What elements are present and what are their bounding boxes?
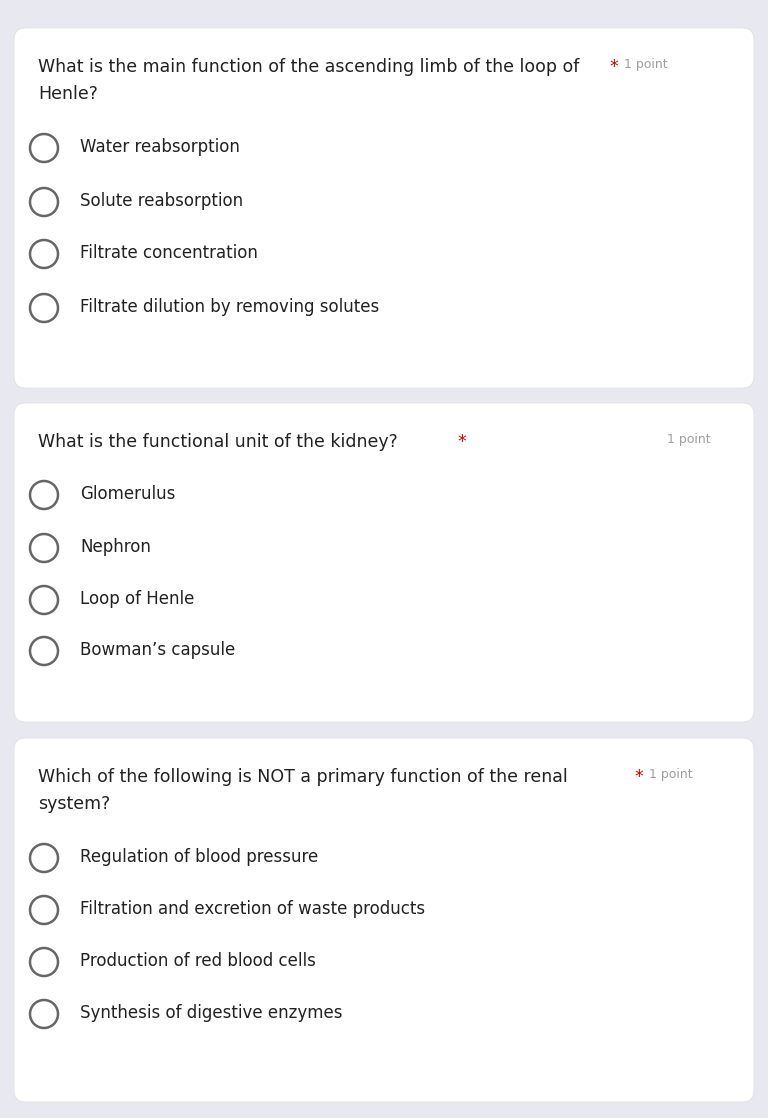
Text: *: *	[634, 768, 643, 786]
Text: 1 point: 1 point	[667, 433, 710, 446]
Text: 1 point: 1 point	[649, 768, 693, 781]
FancyBboxPatch shape	[14, 28, 754, 388]
Text: Filtrate concentration: Filtrate concentration	[80, 244, 258, 262]
Text: system?: system?	[38, 795, 111, 813]
Text: Glomerulus: Glomerulus	[80, 485, 175, 503]
Text: Water reabsorption: Water reabsorption	[80, 138, 240, 157]
Text: Synthesis of digestive enzymes: Synthesis of digestive enzymes	[80, 1004, 343, 1022]
Text: Filtrate dilution by removing solutes: Filtrate dilution by removing solutes	[80, 299, 379, 316]
Text: *: *	[609, 58, 617, 76]
Text: Production of red blood cells: Production of red blood cells	[80, 953, 316, 970]
Text: Regulation of blood pressure: Regulation of blood pressure	[80, 847, 318, 866]
Text: Bowman’s capsule: Bowman’s capsule	[80, 641, 235, 659]
Text: 1 point: 1 point	[624, 58, 667, 72]
Text: Which of the following is NOT a primary function of the renal: Which of the following is NOT a primary …	[38, 768, 568, 786]
FancyBboxPatch shape	[14, 402, 754, 722]
Text: What is the functional unit of the kidney?: What is the functional unit of the kidne…	[38, 433, 398, 451]
Text: What is the main function of the ascending limb of the loop of: What is the main function of the ascendi…	[38, 58, 579, 76]
FancyBboxPatch shape	[14, 738, 754, 1102]
Text: Nephron: Nephron	[80, 538, 151, 556]
Text: Loop of Henle: Loop of Henle	[80, 590, 194, 608]
Text: Henle?: Henle?	[38, 85, 98, 103]
Text: *: *	[458, 433, 466, 451]
Text: Solute reabsorption: Solute reabsorption	[80, 192, 243, 210]
Text: Filtration and excretion of waste products: Filtration and excretion of waste produc…	[80, 900, 425, 918]
